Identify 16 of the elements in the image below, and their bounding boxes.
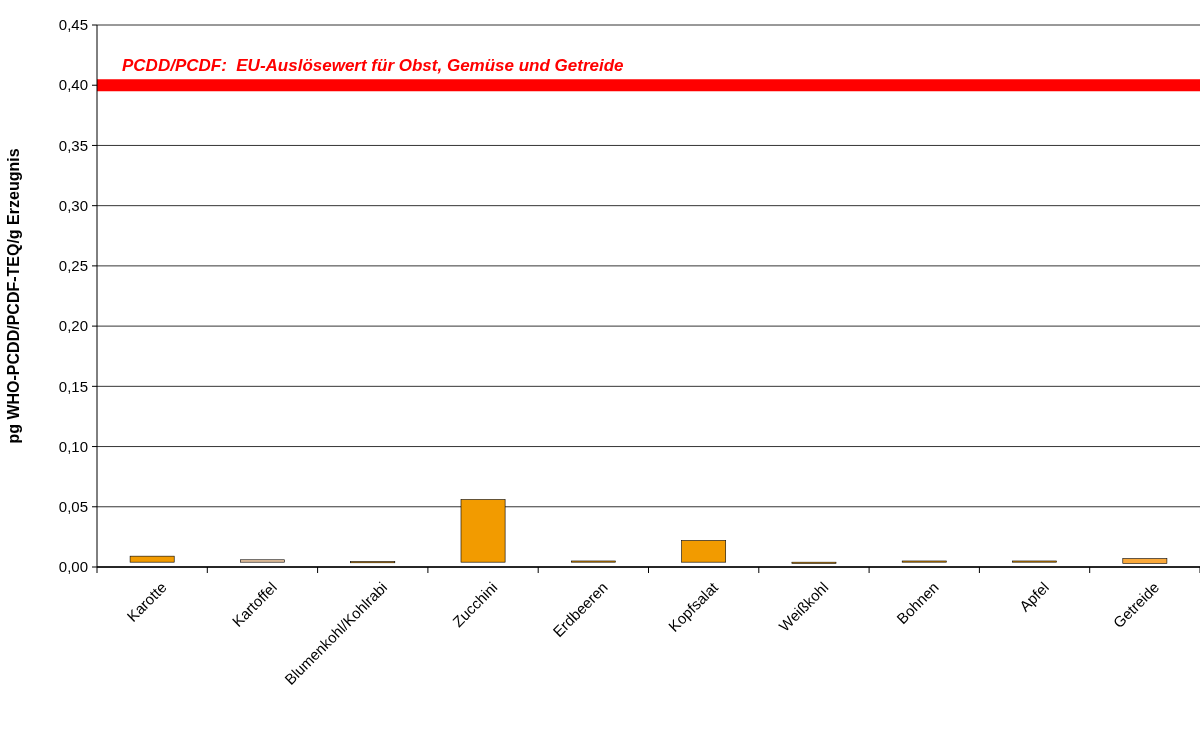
y-axis-title: pg WHO-PCDD/PCDF-TEQ/g Erzeugnis (5, 148, 22, 444)
y-tick-label: 0,20 (58, 317, 88, 335)
y-tick-label: 0,45 (58, 16, 88, 34)
bar (240, 559, 285, 563)
y-tick-label: 0,35 (58, 136, 88, 154)
bar (1122, 558, 1168, 564)
bar (681, 540, 727, 563)
y-tick-label: 0,00 (58, 558, 88, 576)
y-tick-label: 0,30 (58, 196, 88, 214)
y-tick-label: 0,25 (58, 257, 88, 275)
ref-line-label: PCDD/PCDF: EU-Auslösewert für Obst, Gemüse und Getreide (122, 56, 624, 76)
y-tick-label: 0,05 (58, 498, 88, 516)
y-tick-label: 0,40 (58, 76, 88, 94)
y-tick-label: 0,10 (58, 437, 88, 455)
bar (129, 555, 175, 563)
y-tick-label: 0,15 (58, 377, 88, 395)
